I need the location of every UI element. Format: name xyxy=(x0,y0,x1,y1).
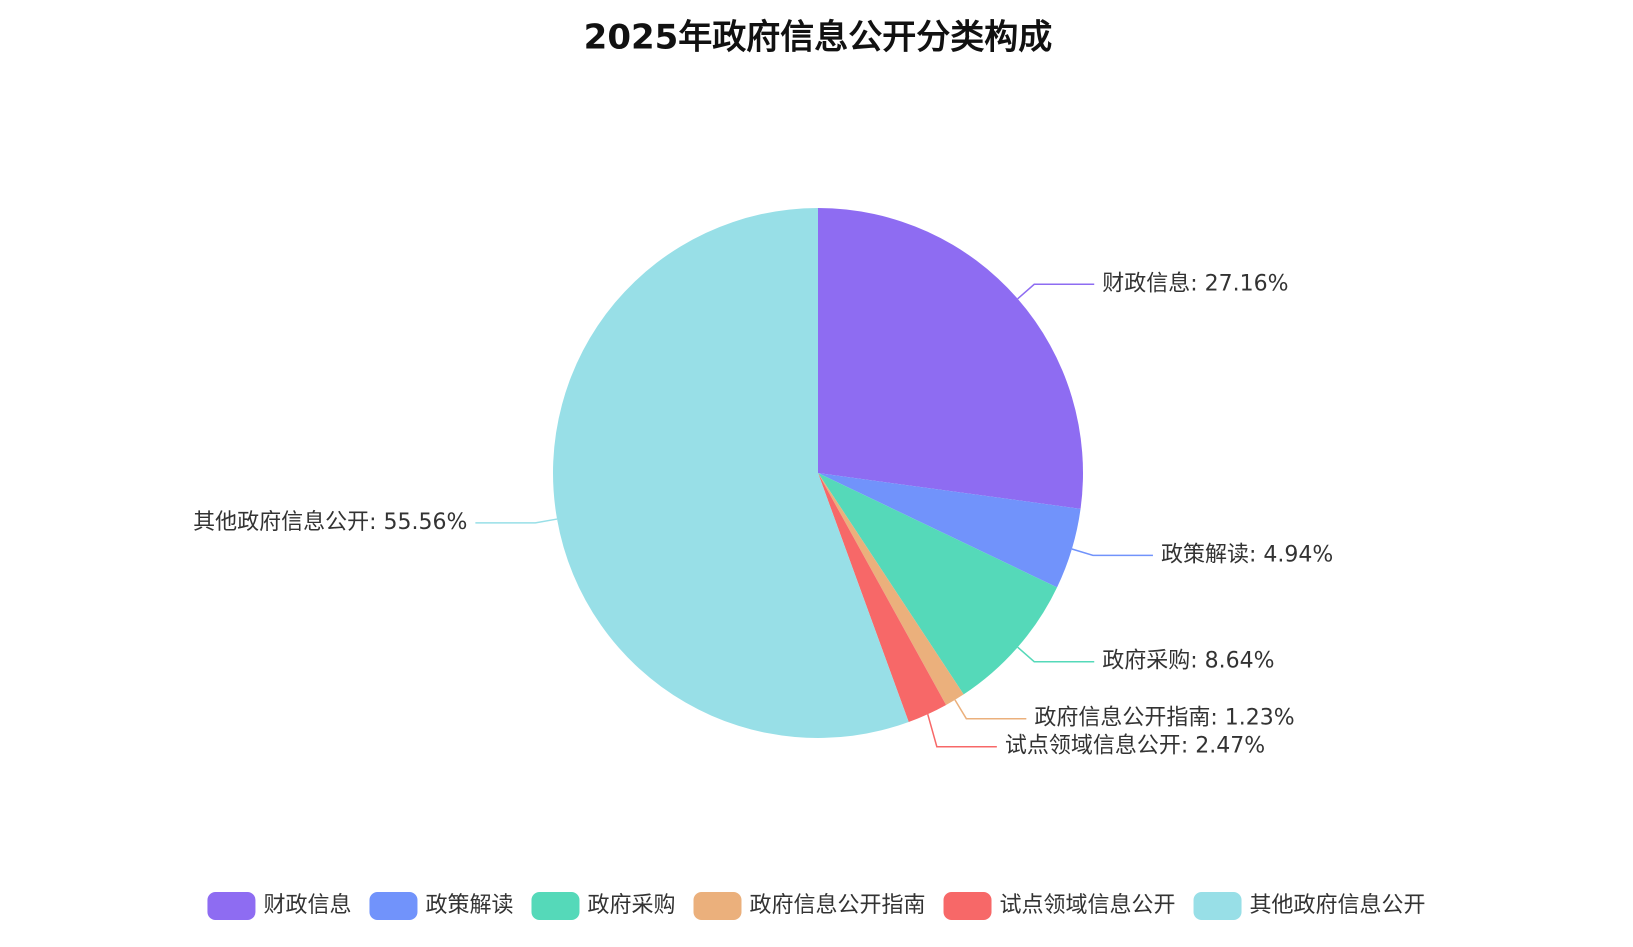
pie-slice xyxy=(553,208,909,738)
legend-swatch xyxy=(531,892,580,920)
data-label: 政府采购: 8.64% xyxy=(1102,649,1274,674)
pie-slice xyxy=(818,473,964,705)
data-label: 其他政府信息公开: 55.56% xyxy=(193,510,467,535)
leader-line xyxy=(475,518,558,524)
leader-line xyxy=(927,714,997,748)
chart-title: 2025年政府信息公开分类构成 xyxy=(584,18,1053,58)
leader-line xyxy=(954,699,1027,720)
legend-label: 财政信息 xyxy=(263,893,351,918)
leader-line xyxy=(1017,283,1095,300)
data-label: 政府信息公开指南: 1.23% xyxy=(1034,706,1294,731)
pie-slice xyxy=(818,473,947,722)
legend-label: 政府信息公开指南 xyxy=(750,893,926,918)
legend-swatch xyxy=(369,892,418,920)
legend-label: 其他政府信息公开 xyxy=(1250,893,1426,918)
data-label: 财政信息: 27.16% xyxy=(1102,271,1288,296)
pie-slice xyxy=(818,473,1081,588)
data-label: 政策解读: 4.94% xyxy=(1161,542,1333,567)
legend-swatch xyxy=(693,892,742,920)
pie-slice xyxy=(818,473,1058,695)
leader-line xyxy=(1071,548,1153,557)
legend-label: 政策解读 xyxy=(425,893,513,918)
legend-swatch xyxy=(207,892,256,920)
pie-slice xyxy=(818,208,1083,509)
leader-line xyxy=(1017,646,1095,663)
data-label: 试点领域信息公开: 2.47% xyxy=(1005,734,1265,759)
legend-label: 政府采购 xyxy=(587,893,675,918)
legend-label: 试点领域信息公开 xyxy=(1000,893,1176,918)
legend-swatch xyxy=(943,892,992,920)
legend-swatch xyxy=(1193,892,1242,920)
